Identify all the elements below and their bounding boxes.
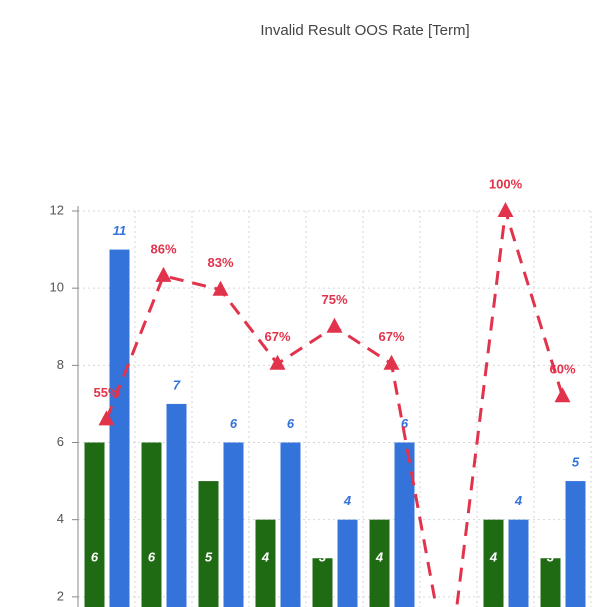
rate-label: 60% [549,362,575,377]
bar [223,442,244,607]
rate-marker [326,317,343,333]
rate-label: 83% [207,255,233,270]
bar-label: 4 [261,549,270,564]
bar [109,249,130,607]
y-tick-label: 2 [57,588,64,603]
bar-label: 4 [489,549,498,564]
bar-label: 6 [230,416,238,431]
bar-label: 6 [287,416,295,431]
bar-label: 5 [205,549,213,564]
rate-marker [554,387,571,403]
bar [84,442,105,607]
bar-label: 3 [547,549,555,564]
bar-label: 6 [148,549,156,564]
bar [394,442,415,607]
bar [508,519,529,607]
y-tick-label: 12 [50,202,64,217]
bar-label: 5 [572,455,580,470]
bar [255,519,276,607]
bar-label: 4 [375,549,384,564]
bar [369,519,390,607]
rate-marker [98,410,115,426]
y-tick-label: 4 [57,511,64,526]
bar [540,558,561,607]
y-tick-label: 10 [50,280,64,295]
y-tick-label: 8 [57,357,64,372]
rate-marker [212,280,229,296]
rate-label: 67% [264,329,290,344]
bar-label: 3 [319,549,327,564]
bar [483,519,504,607]
bar-label: 11 [113,223,127,238]
bar-label: 4 [343,493,352,508]
rate-marker [155,266,172,282]
y-tick-label: 6 [57,434,64,449]
bar-label: 6 [91,549,99,564]
bar-label: 7 [173,377,181,392]
bar [312,558,333,607]
bar [141,442,162,607]
rate-label: 55% [93,385,119,400]
rate-marker [269,354,286,370]
bar [565,481,586,607]
rate-label: 86% [150,241,176,256]
bar [198,481,219,607]
rate-label: 100% [489,176,523,191]
bar-label: 6 [401,416,409,431]
bar-label: 4 [514,493,523,508]
rate-marker [383,354,400,370]
bar [280,442,301,607]
chart-title: Invalid Result OOS Rate [Term] [260,22,469,39]
bar [166,403,187,607]
rate-label: 67% [378,329,404,344]
rate-label: 75% [321,292,347,307]
bar [337,519,358,607]
rate-marker [497,202,514,217]
